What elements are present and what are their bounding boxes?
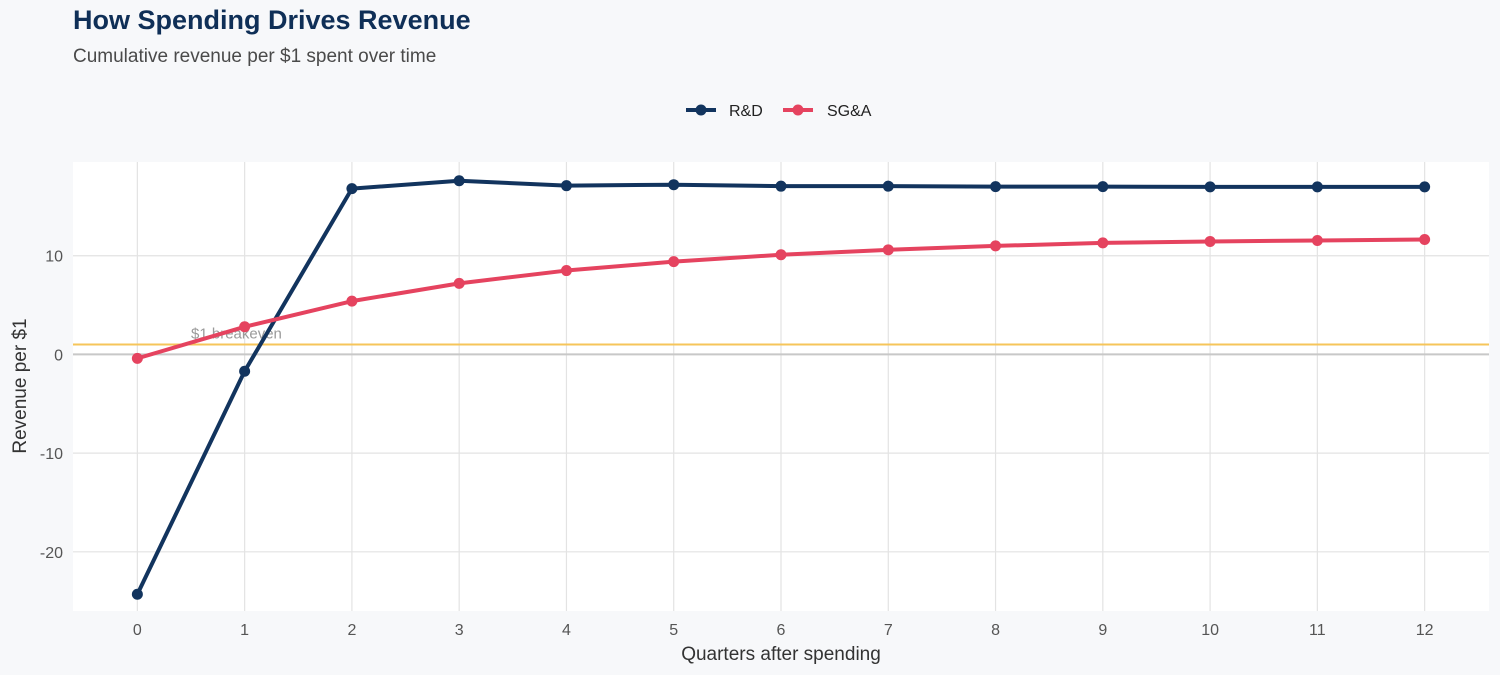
y-axis-label: Revenue per $1 [10, 318, 31, 453]
data-point-sga [453, 277, 465, 289]
data-point-rd [453, 175, 465, 187]
x-tick-label: 7 [884, 622, 893, 639]
x-tick-label: 5 [669, 622, 678, 639]
data-point-rd [346, 183, 358, 195]
y-tick-label: -10 [40, 446, 63, 463]
data-point-sga [560, 265, 572, 277]
data-point-rd [882, 180, 894, 192]
data-point-sga [1311, 234, 1323, 246]
data-point-sga [775, 249, 787, 261]
data-point-sga [239, 321, 251, 333]
x-tick-label: 8 [991, 622, 1000, 639]
legend-item-sga: SG&A [783, 103, 872, 120]
reference-lines: $1 breakeven [73, 326, 1489, 356]
legend: R&D SG&A [686, 103, 872, 120]
x-tick-label: 1 [240, 622, 249, 639]
chart-title: How Spending Drives Revenue [73, 5, 471, 35]
x-tick-label: 12 [1416, 622, 1434, 639]
y-axis-ticks: -20 -10 0 10 [40, 249, 63, 562]
x-axis-label: Quarters after spending [681, 644, 881, 665]
x-tick-label: 10 [1201, 622, 1219, 639]
data-point-rd [239, 365, 251, 377]
data-point-rd [990, 181, 1002, 193]
data-point-rd [1311, 181, 1323, 193]
x-tick-label: 9 [1098, 622, 1107, 639]
data-point-sga [1097, 237, 1109, 249]
y-tick-label: 0 [54, 347, 63, 364]
legend-label-rd: R&D [729, 103, 763, 120]
data-point-sga [131, 352, 143, 364]
data-point-rd [131, 588, 143, 600]
data-point-sga [882, 244, 894, 256]
y-tick-label: -20 [40, 545, 63, 562]
x-tick-label: 6 [777, 622, 786, 639]
legend-marker-rd [695, 104, 707, 116]
data-point-sga [1419, 233, 1431, 245]
x-tick-label: 4 [562, 622, 571, 639]
series-layer [131, 175, 1431, 600]
y-tick-label: 10 [45, 249, 63, 266]
data-point-rd [775, 180, 787, 192]
data-point-rd [1097, 181, 1109, 193]
x-tick-label: 3 [455, 622, 464, 639]
data-point-sga [1204, 235, 1216, 247]
breakeven-label: $1 breakeven [191, 326, 282, 343]
data-point-sga [668, 256, 680, 268]
x-tick-label: 11 [1309, 622, 1326, 639]
data-point-rd [668, 179, 680, 191]
data-point-sga [990, 240, 1002, 252]
legend-item-rd: R&D [686, 103, 763, 120]
x-axis-ticks: 0 1 2 3 4 5 6 7 8 9 10 11 12 [133, 622, 1434, 639]
data-point-sga [346, 295, 358, 307]
chart-subtitle: Cumulative revenue per $1 spent over tim… [73, 46, 437, 67]
data-point-rd [1419, 181, 1431, 193]
legend-label-sga: SG&A [827, 103, 872, 120]
data-point-rd [560, 180, 572, 192]
x-tick-label: 2 [347, 622, 356, 639]
data-point-rd [1204, 181, 1216, 193]
x-tick-label: 0 [133, 622, 142, 639]
legend-marker-sga [792, 104, 804, 116]
